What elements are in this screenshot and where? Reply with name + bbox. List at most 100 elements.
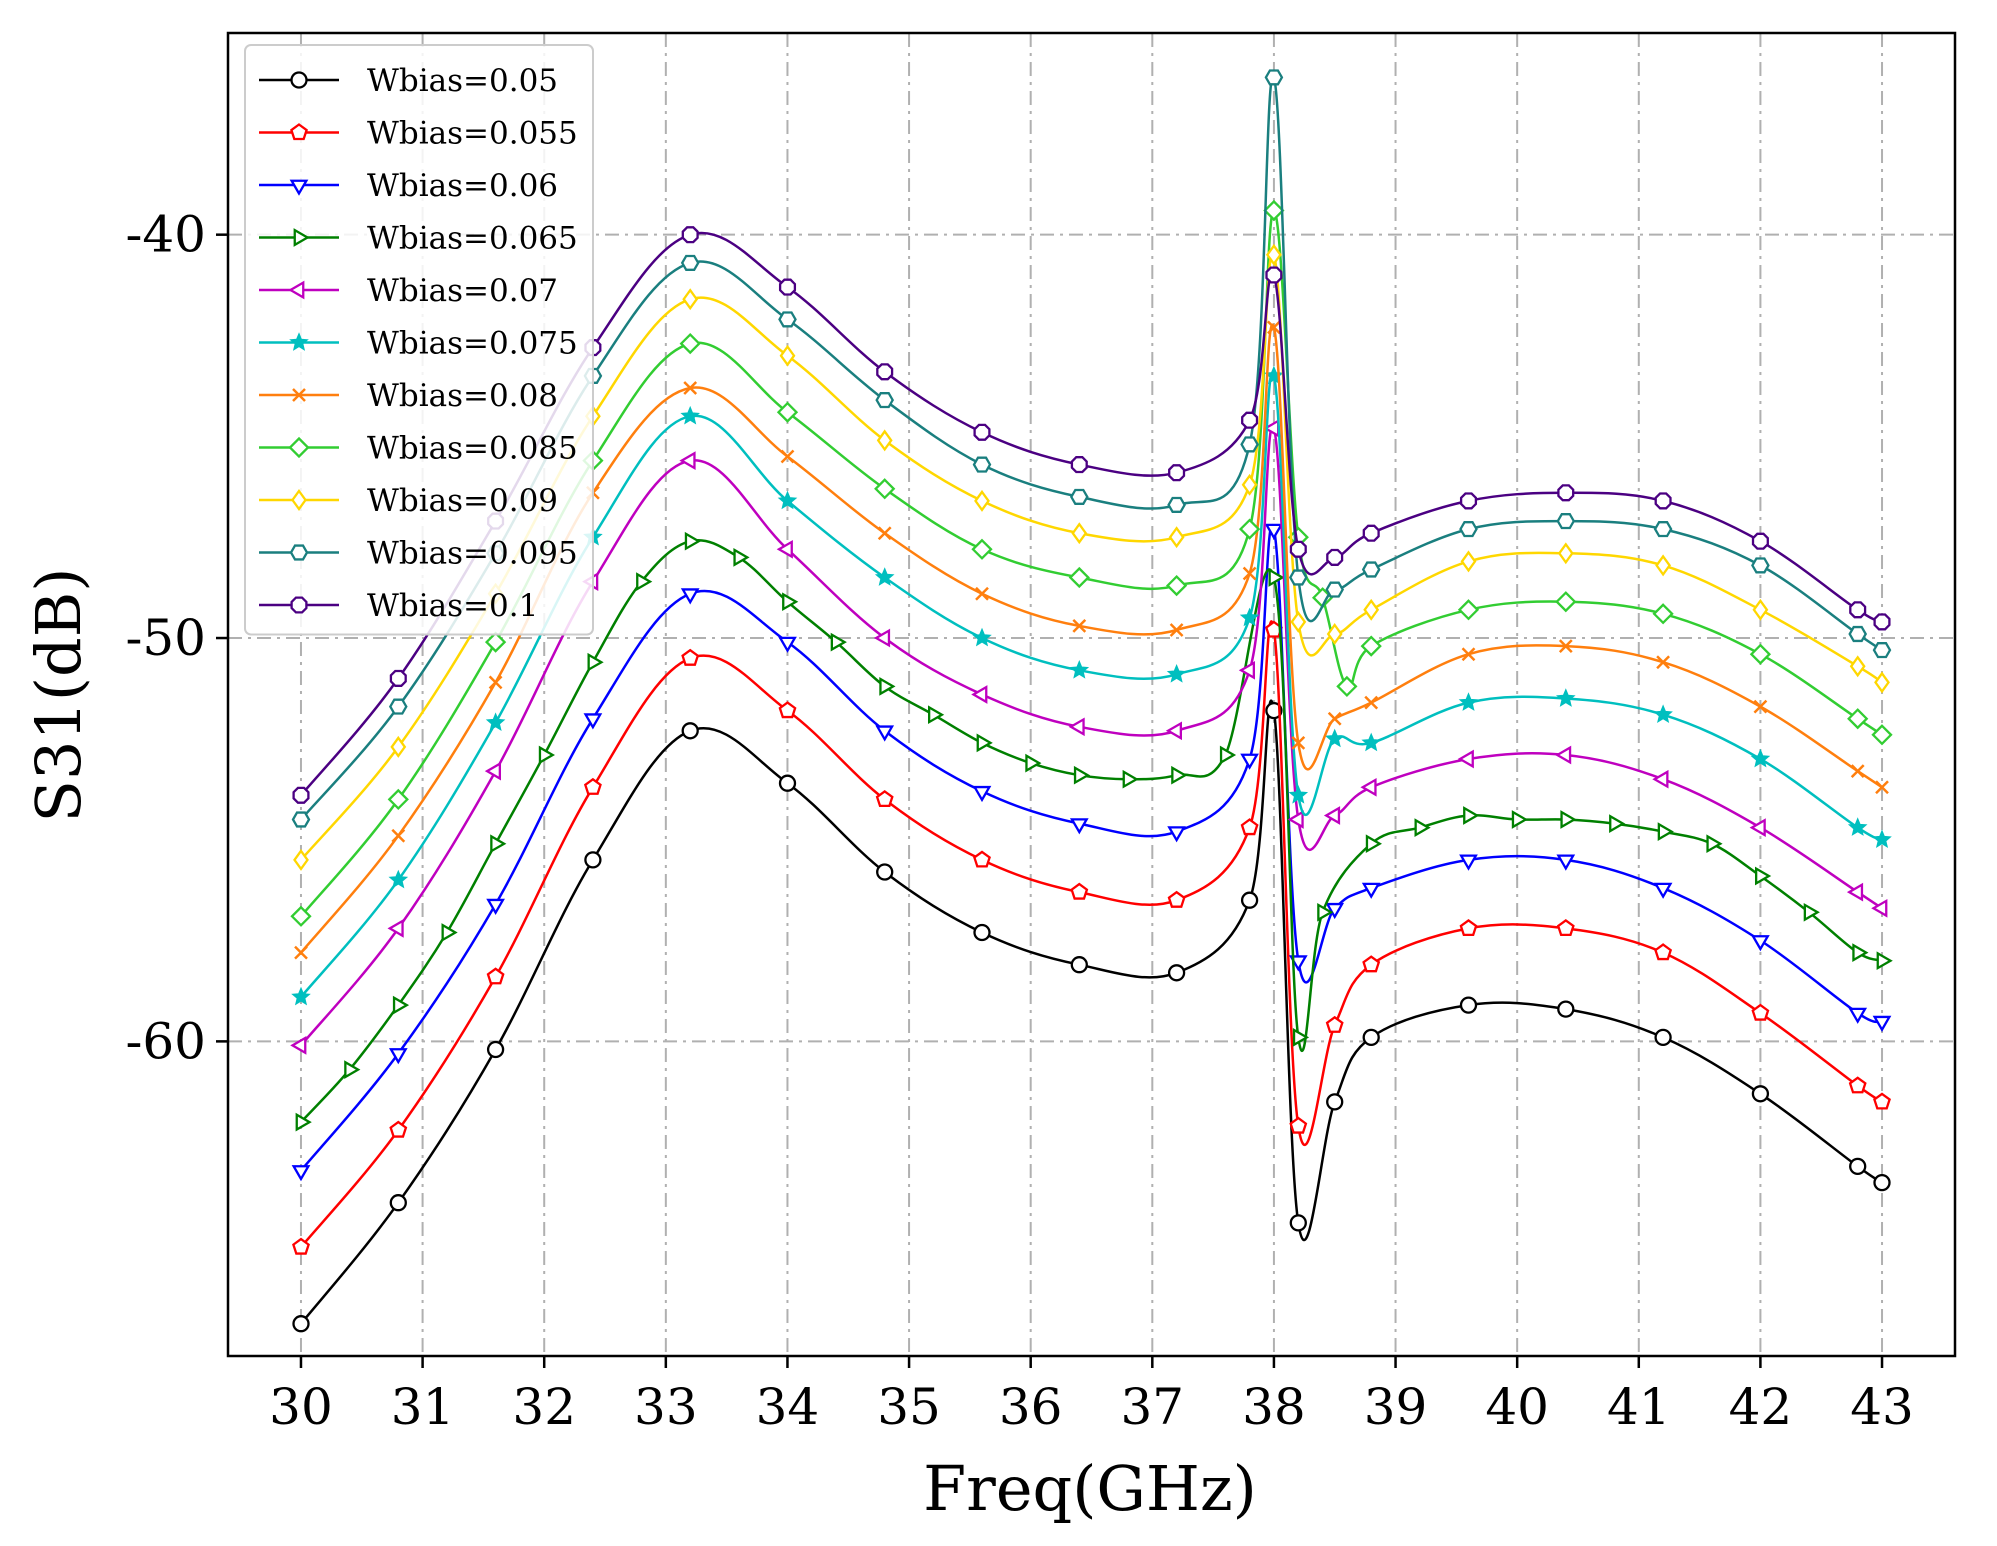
data-point bbox=[389, 1194, 407, 1212]
legend-entry: Wbias=0.075 bbox=[259, 326, 578, 362]
data-point bbox=[1749, 643, 1772, 665]
legend-swatch-marker bbox=[290, 71, 308, 89]
data-point bbox=[1872, 1015, 1892, 1033]
legend-label: Wbias=0.07 bbox=[367, 273, 558, 309]
data-point bbox=[1325, 1015, 1344, 1033]
data-point bbox=[1653, 882, 1673, 899]
data-point bbox=[388, 698, 408, 715]
legend-label: Wbias=0.08 bbox=[367, 378, 558, 414]
data-point bbox=[1360, 777, 1377, 797]
x-tick-label: 43 bbox=[1850, 1378, 1914, 1436]
data-point bbox=[1414, 818, 1431, 837]
data-point bbox=[292, 786, 310, 804]
data-point bbox=[1325, 581, 1345, 598]
data-point bbox=[583, 713, 603, 730]
data-point bbox=[392, 995, 410, 1015]
data-point bbox=[1292, 1028, 1310, 1047]
legend-label: Wbias=0.06 bbox=[367, 168, 558, 204]
data-point bbox=[1265, 266, 1283, 284]
data-point bbox=[1873, 1092, 1891, 1110]
data-point bbox=[389, 669, 407, 687]
x-tick-label: 37 bbox=[1120, 1378, 1184, 1436]
data-point bbox=[1876, 951, 1893, 971]
legend-swatch-marker bbox=[293, 228, 310, 247]
data-point bbox=[488, 675, 503, 690]
data-point bbox=[780, 449, 795, 464]
data-point bbox=[680, 254, 700, 271]
data-point bbox=[1240, 891, 1259, 909]
data-point bbox=[441, 923, 458, 942]
data-point bbox=[1265, 243, 1282, 266]
data-point bbox=[1287, 810, 1304, 829]
data-point bbox=[1289, 1116, 1308, 1134]
data-point bbox=[974, 489, 990, 512]
data-point bbox=[387, 919, 404, 938]
legend-box bbox=[244, 44, 594, 636]
data-point bbox=[1560, 810, 1577, 829]
data-point bbox=[1290, 610, 1307, 633]
data-point bbox=[291, 986, 311, 1006]
series-wbias-0.06 bbox=[291, 523, 1892, 1182]
data-point bbox=[1326, 1093, 1344, 1111]
data-point bbox=[1852, 943, 1869, 962]
data-point bbox=[1165, 721, 1182, 741]
data-point bbox=[1167, 496, 1186, 513]
legend-swatch-marker bbox=[289, 179, 309, 196]
legend-swatch-marker bbox=[291, 489, 307, 511]
x-tick-label: 41 bbox=[1607, 1378, 1671, 1436]
data-point bbox=[778, 311, 797, 328]
data-point bbox=[1219, 745, 1237, 765]
data-point bbox=[1326, 623, 1343, 645]
data-point bbox=[1556, 918, 1575, 937]
data-point bbox=[1848, 625, 1868, 643]
data-point bbox=[1165, 574, 1188, 597]
y-tick-label: -40 bbox=[125, 206, 206, 264]
data-point bbox=[1751, 1085, 1770, 1103]
data-point bbox=[1459, 918, 1478, 937]
data-point bbox=[1749, 818, 1766, 837]
data-point bbox=[1327, 711, 1342, 726]
data-point bbox=[1168, 526, 1185, 549]
legend-entry: Wbias=0.095 bbox=[259, 536, 578, 572]
data-point bbox=[1657, 822, 1674, 841]
data-point bbox=[1240, 436, 1259, 453]
legend: Wbias=0.05 Wbias=0.055 Wbias=0.06 Wbias=0.0… bbox=[244, 44, 594, 636]
data-point bbox=[681, 648, 700, 666]
data-point bbox=[1751, 532, 1769, 550]
legend-entry: Wbias=0.065 bbox=[259, 221, 578, 257]
data-point bbox=[972, 627, 992, 647]
data-point bbox=[1241, 473, 1258, 496]
grid-lines bbox=[228, 33, 1955, 1356]
data-point bbox=[1751, 557, 1770, 574]
legend-label: Wbias=0.055 bbox=[367, 116, 578, 152]
legend-label: Wbias=0.095 bbox=[367, 536, 578, 572]
data-point bbox=[1463, 806, 1480, 825]
legend-entry: Wbias=0.06 bbox=[259, 168, 558, 204]
data-point bbox=[1458, 692, 1479, 711]
data-point bbox=[1361, 732, 1381, 752]
data-point bbox=[684, 531, 702, 551]
axis-ticks: 30 31 32 33 34 35 36 37 38 39 40 41 42 43 -60 -50 -40 bbox=[125, 206, 1913, 1436]
data-point bbox=[485, 712, 506, 732]
data-point bbox=[1264, 523, 1284, 540]
data-point bbox=[1240, 753, 1259, 770]
data-point bbox=[1336, 675, 1358, 698]
x-tick-label: 34 bbox=[756, 1378, 820, 1436]
data-point bbox=[1362, 524, 1380, 542]
data-point bbox=[1460, 550, 1477, 573]
data-point bbox=[1706, 834, 1723, 854]
data-point bbox=[1069, 659, 1090, 679]
data-point bbox=[830, 632, 847, 652]
data-point bbox=[776, 401, 799, 423]
data-point bbox=[1239, 607, 1260, 627]
data-point bbox=[1874, 671, 1890, 694]
data-point bbox=[344, 1060, 361, 1079]
data-point bbox=[1459, 996, 1478, 1014]
data-point bbox=[636, 572, 653, 591]
data-point bbox=[1755, 866, 1772, 886]
data-point bbox=[975, 586, 989, 601]
data-point bbox=[1361, 561, 1381, 578]
data-point bbox=[1556, 513, 1576, 530]
data-point bbox=[292, 1237, 310, 1255]
